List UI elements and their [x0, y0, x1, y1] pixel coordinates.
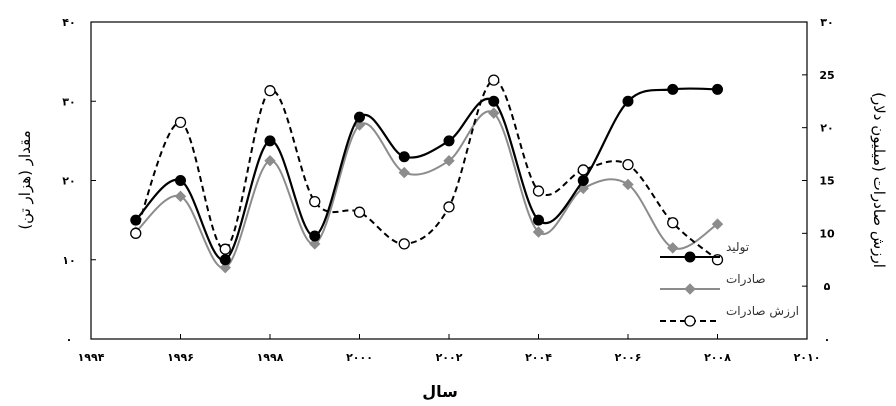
- legend-item: ارزش صادرات: [660, 304, 799, 327]
- series-3-point: [622, 158, 634, 171]
- series-3-point: [443, 201, 455, 213]
- series-1-point: [264, 135, 276, 147]
- series-1-point: [175, 175, 186, 186]
- legend-item: صادرات: [660, 272, 766, 295]
- series-1-point: [354, 111, 365, 123]
- x-tick-label: ۲۰۰۶: [615, 351, 642, 364]
- x-tick-label: ۲۰۰۴: [525, 351, 552, 364]
- series-1-point: [533, 214, 544, 226]
- y-left-axis-ticks: ۰ ۱۰ ۲۰ ۳۰ ۴۰: [62, 16, 96, 346]
- legend-swatch-marker: [684, 251, 696, 263]
- series-3-point: [309, 195, 321, 208]
- series-1-point: [219, 254, 231, 266]
- series-1: [130, 83, 723, 266]
- x-tick-label: ۲۰۰۲: [436, 351, 463, 364]
- series-3-point: [353, 206, 366, 218]
- series-2-point: [488, 107, 500, 119]
- x-tick-label: ۱۹۹۶: [167, 351, 194, 364]
- series-2-point: [264, 154, 276, 167]
- y-right-axis-title: ارزش صادرات (میلیون دلار): [870, 92, 888, 268]
- y-left-tick-label: ۴۰: [62, 16, 75, 29]
- series-3-point: [532, 185, 545, 197]
- series-3-point: [398, 238, 410, 250]
- legend-item: تولید: [660, 240, 749, 263]
- x-tick-label: ۱۹۹۴: [78, 351, 105, 364]
- y-right-tick-label: ۵: [824, 280, 831, 293]
- x-tick-label: ۱۹۹۸: [257, 351, 284, 364]
- legend-label: ارزش صادرات: [726, 304, 799, 319]
- y-right-axis-ticks: ۰ ۵ 10 15 ۲۰ 25 ۳۰: [802, 16, 835, 346]
- series-3-point: [219, 243, 231, 255]
- series-2-point: [219, 261, 231, 274]
- series-layer: [130, 74, 724, 274]
- series-3: [130, 74, 724, 266]
- series-1-point: [712, 83, 723, 95]
- series-1-point: [130, 214, 142, 226]
- series-2-point: [443, 154, 455, 167]
- series-1-point: [309, 230, 321, 242]
- legend-swatch-marker: [684, 283, 696, 295]
- y-right-tick-label: ۰: [824, 333, 831, 346]
- x-axis-ticks: ۱۹۹۴ ۱۹۹۶ ۱۹۹۸ ۲۰۰۰ ۲۰۰۲ ۲۰۰۴ ۲۰۰۶ ۲۰۰۸ ۲۰۱۰: [78, 334, 821, 364]
- y-right-tick-label: ۳۰: [820, 16, 833, 29]
- legend-label: صادرات: [726, 272, 766, 287]
- legend: تولید صادرات ارزش صادرات: [660, 240, 799, 327]
- y-left-tick-label: ۲۰: [62, 175, 75, 188]
- series-3-point: [488, 74, 500, 86]
- series-3-point: [264, 85, 276, 97]
- series-1-point: [667, 83, 679, 95]
- series-1-point: [577, 175, 589, 186]
- y-right-tick-label: 25: [819, 69, 834, 82]
- series-2-point: [398, 166, 410, 179]
- series-3-point: [667, 217, 679, 229]
- y-left-axis-title: مقدار (هزار تن): [16, 130, 34, 229]
- series-1-line: [134, 87, 718, 261]
- series-3-point: [130, 227, 142, 239]
- series-1-point: [622, 95, 634, 107]
- series-1-point: [443, 135, 455, 147]
- plot-frame: [90, 21, 808, 340]
- series-1-point: [488, 95, 500, 107]
- x-tick-label: ۲۰۰۰: [346, 351, 373, 364]
- series-2-point: [667, 242, 679, 254]
- series-2-point: [309, 238, 321, 250]
- x-tick-label: ۲۰۰۸: [704, 351, 731, 364]
- series-3-line: [134, 79, 719, 261]
- y-left-tick-label: ۰: [66, 333, 73, 346]
- x-tick-label: ۲۰۱۰: [794, 351, 821, 364]
- legend-swatch-marker: [684, 315, 696, 327]
- y-left-tick-label: ۳۰: [62, 95, 75, 108]
- x-axis-title: سال: [422, 382, 458, 401]
- series-2-point: [174, 190, 187, 203]
- series-2-point: [622, 178, 634, 191]
- series-1-point: [398, 151, 410, 163]
- y-right-tick-label: 15: [819, 175, 834, 188]
- series-2-point: [532, 226, 545, 238]
- series-2: [130, 107, 724, 274]
- legend-label: تولید: [726, 240, 749, 255]
- series-2-point: [711, 218, 724, 230]
- series-3-point: [577, 164, 589, 176]
- y-right-tick-label: ۲۰: [820, 122, 833, 135]
- y-left-tick-label: ۱۰: [62, 254, 75, 267]
- y-right-tick-label: 10: [819, 227, 835, 240]
- series-3-point: [174, 116, 187, 129]
